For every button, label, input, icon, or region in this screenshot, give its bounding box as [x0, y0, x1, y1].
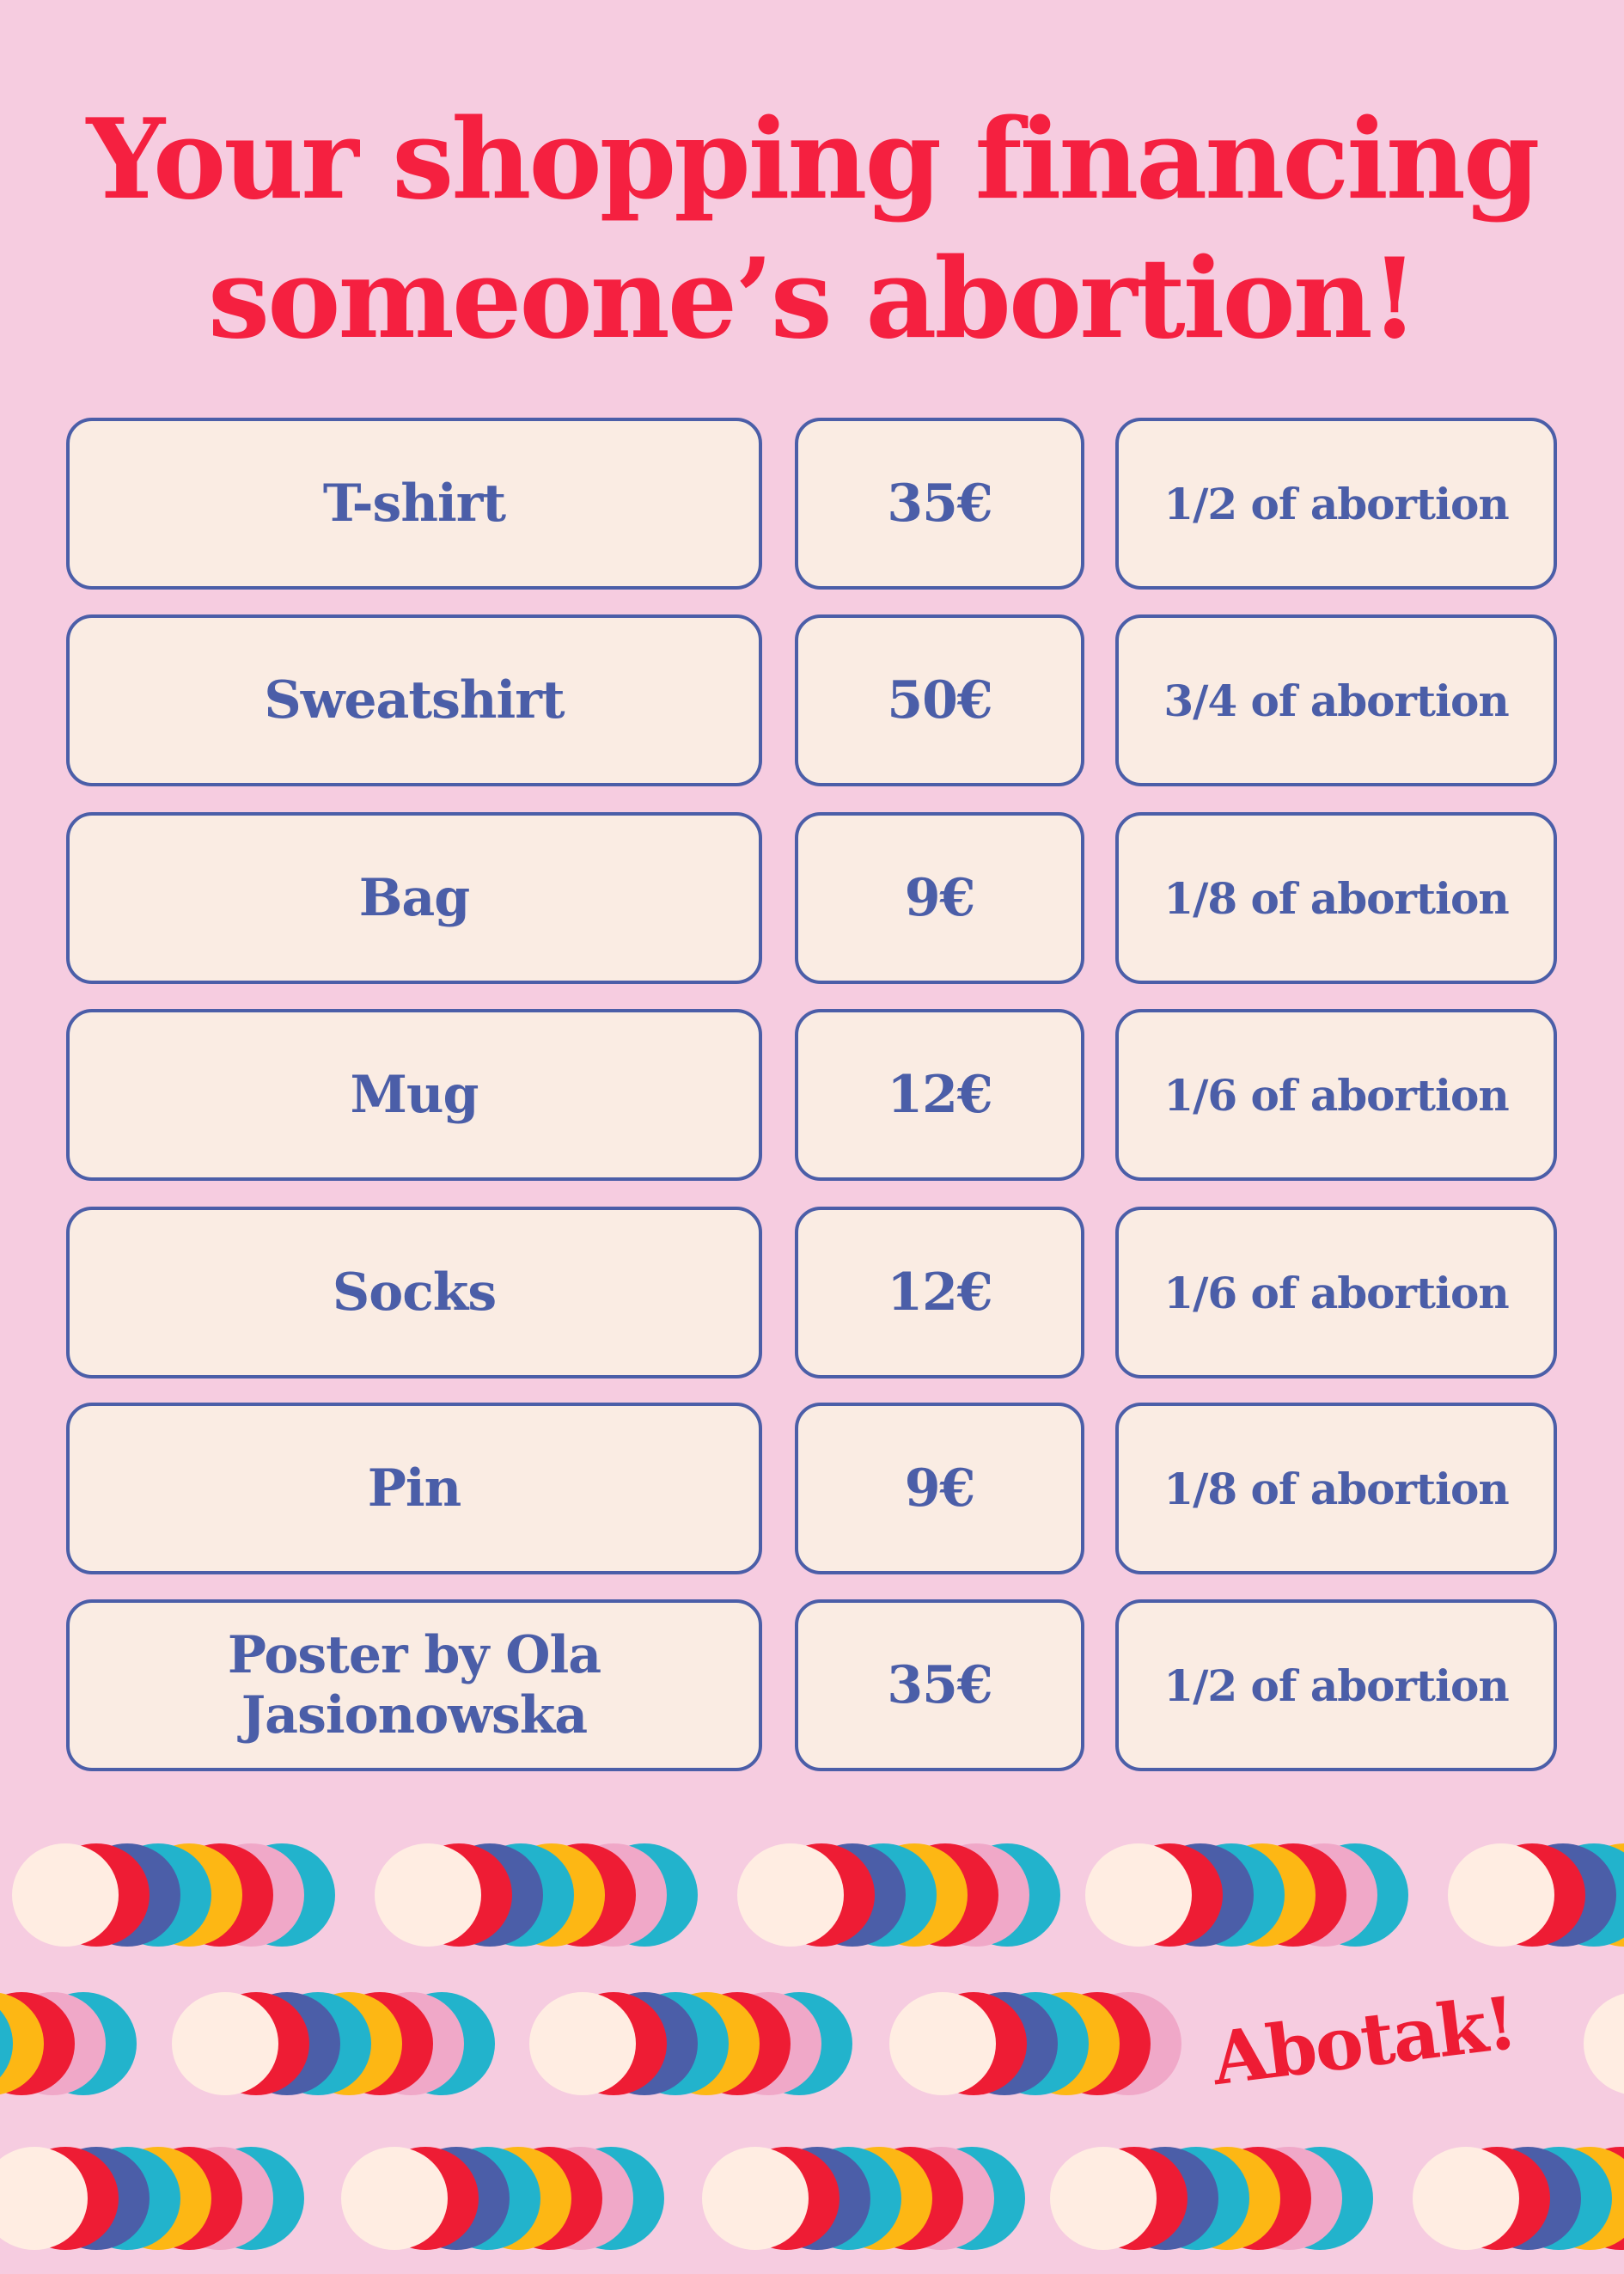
circle — [0, 2147, 88, 2250]
circle-stack — [1085, 1843, 1408, 1947]
circle — [0, 2009, 13, 2078]
item-share: 1/8 of abortion — [1115, 812, 1557, 984]
item-name: Mug — [66, 1009, 762, 1181]
circle — [1448, 1843, 1554, 1947]
item-share: 1/6 of abortion — [1115, 1207, 1557, 1378]
item-price: 35€ — [795, 1599, 1084, 1771]
circle — [529, 1992, 636, 2095]
item-share: 1/2 of abortion — [1115, 1599, 1557, 1771]
item-name: Sweatshirt — [66, 614, 762, 786]
circle — [737, 1843, 844, 1947]
circle-stack — [737, 1843, 1060, 1947]
table-row: Bag 9€ 1/8 of abortion — [0, 812, 1624, 984]
circle-stack — [341, 2147, 664, 2250]
table-row: Socks 12€ 1/6 of abortion — [0, 1207, 1624, 1378]
circle-stack — [375, 1843, 698, 1947]
title-line-2: someone’s abortion! — [208, 235, 1419, 364]
circle-stack — [529, 1992, 852, 2095]
title-line-1: Your shopping financing — [86, 95, 1541, 224]
item-share: 3/4 of abortion — [1115, 614, 1557, 786]
table-row: T-shirt 35€ 1/2 of abortion — [0, 418, 1624, 590]
circle-stack — [172, 1992, 495, 2095]
circle-stack — [1448, 1843, 1624, 1947]
circle-stack — [0, 2147, 304, 2250]
circle — [0, 1992, 44, 2095]
circle — [702, 2147, 809, 2250]
circle-stack — [0, 1992, 137, 2095]
item-price: 9€ — [795, 1403, 1084, 1574]
item-name: Pin — [66, 1403, 762, 1574]
circle — [375, 1843, 481, 1947]
circle-stack — [889, 1992, 1181, 2095]
item-price: 50€ — [795, 614, 1084, 786]
item-name: T-shirt — [66, 418, 762, 590]
item-share: 1/2 of abortion — [1115, 418, 1557, 590]
circle-stack — [1050, 2147, 1373, 2250]
circle — [172, 1992, 278, 2095]
item-name: Socks — [66, 1207, 762, 1378]
item-share: 1/8 of abortion — [1115, 1403, 1557, 1574]
item-price: 12€ — [795, 1207, 1084, 1378]
table-row: Poster by Ola Jasionowska 35€ 1/2 of abort… — [0, 1599, 1624, 1771]
circle — [341, 2147, 448, 2250]
circle-stack — [1413, 2147, 1624, 2250]
item-name: Poster by Ola Jasionowska — [66, 1599, 762, 1771]
table-row: Mug 12€ 1/6 of abortion — [0, 1009, 1624, 1181]
item-price: 35€ — [795, 418, 1084, 590]
circle — [1085, 1843, 1192, 1947]
table-row: Sweatshirt 50€ 3/4 of abortion — [0, 614, 1624, 786]
circle — [1584, 1993, 1624, 2094]
table-row: Pin 9€ 1/8 of abortion — [0, 1403, 1624, 1574]
circle-stack — [1584, 1993, 1624, 2094]
item-name: Bag — [66, 812, 762, 984]
circle-stack — [12, 1843, 335, 1947]
circle — [1413, 2147, 1519, 2250]
item-share: 1/6 of abortion — [1115, 1009, 1557, 1181]
item-price: 9€ — [795, 812, 1084, 984]
circle-stack — [702, 2147, 1025, 2250]
item-price: 12€ — [795, 1009, 1084, 1181]
page-title: Your shopping financing someone’s aborti… — [0, 90, 1624, 369]
circle — [12, 1843, 119, 1947]
circle — [889, 1992, 996, 2095]
circle — [1050, 2147, 1157, 2250]
